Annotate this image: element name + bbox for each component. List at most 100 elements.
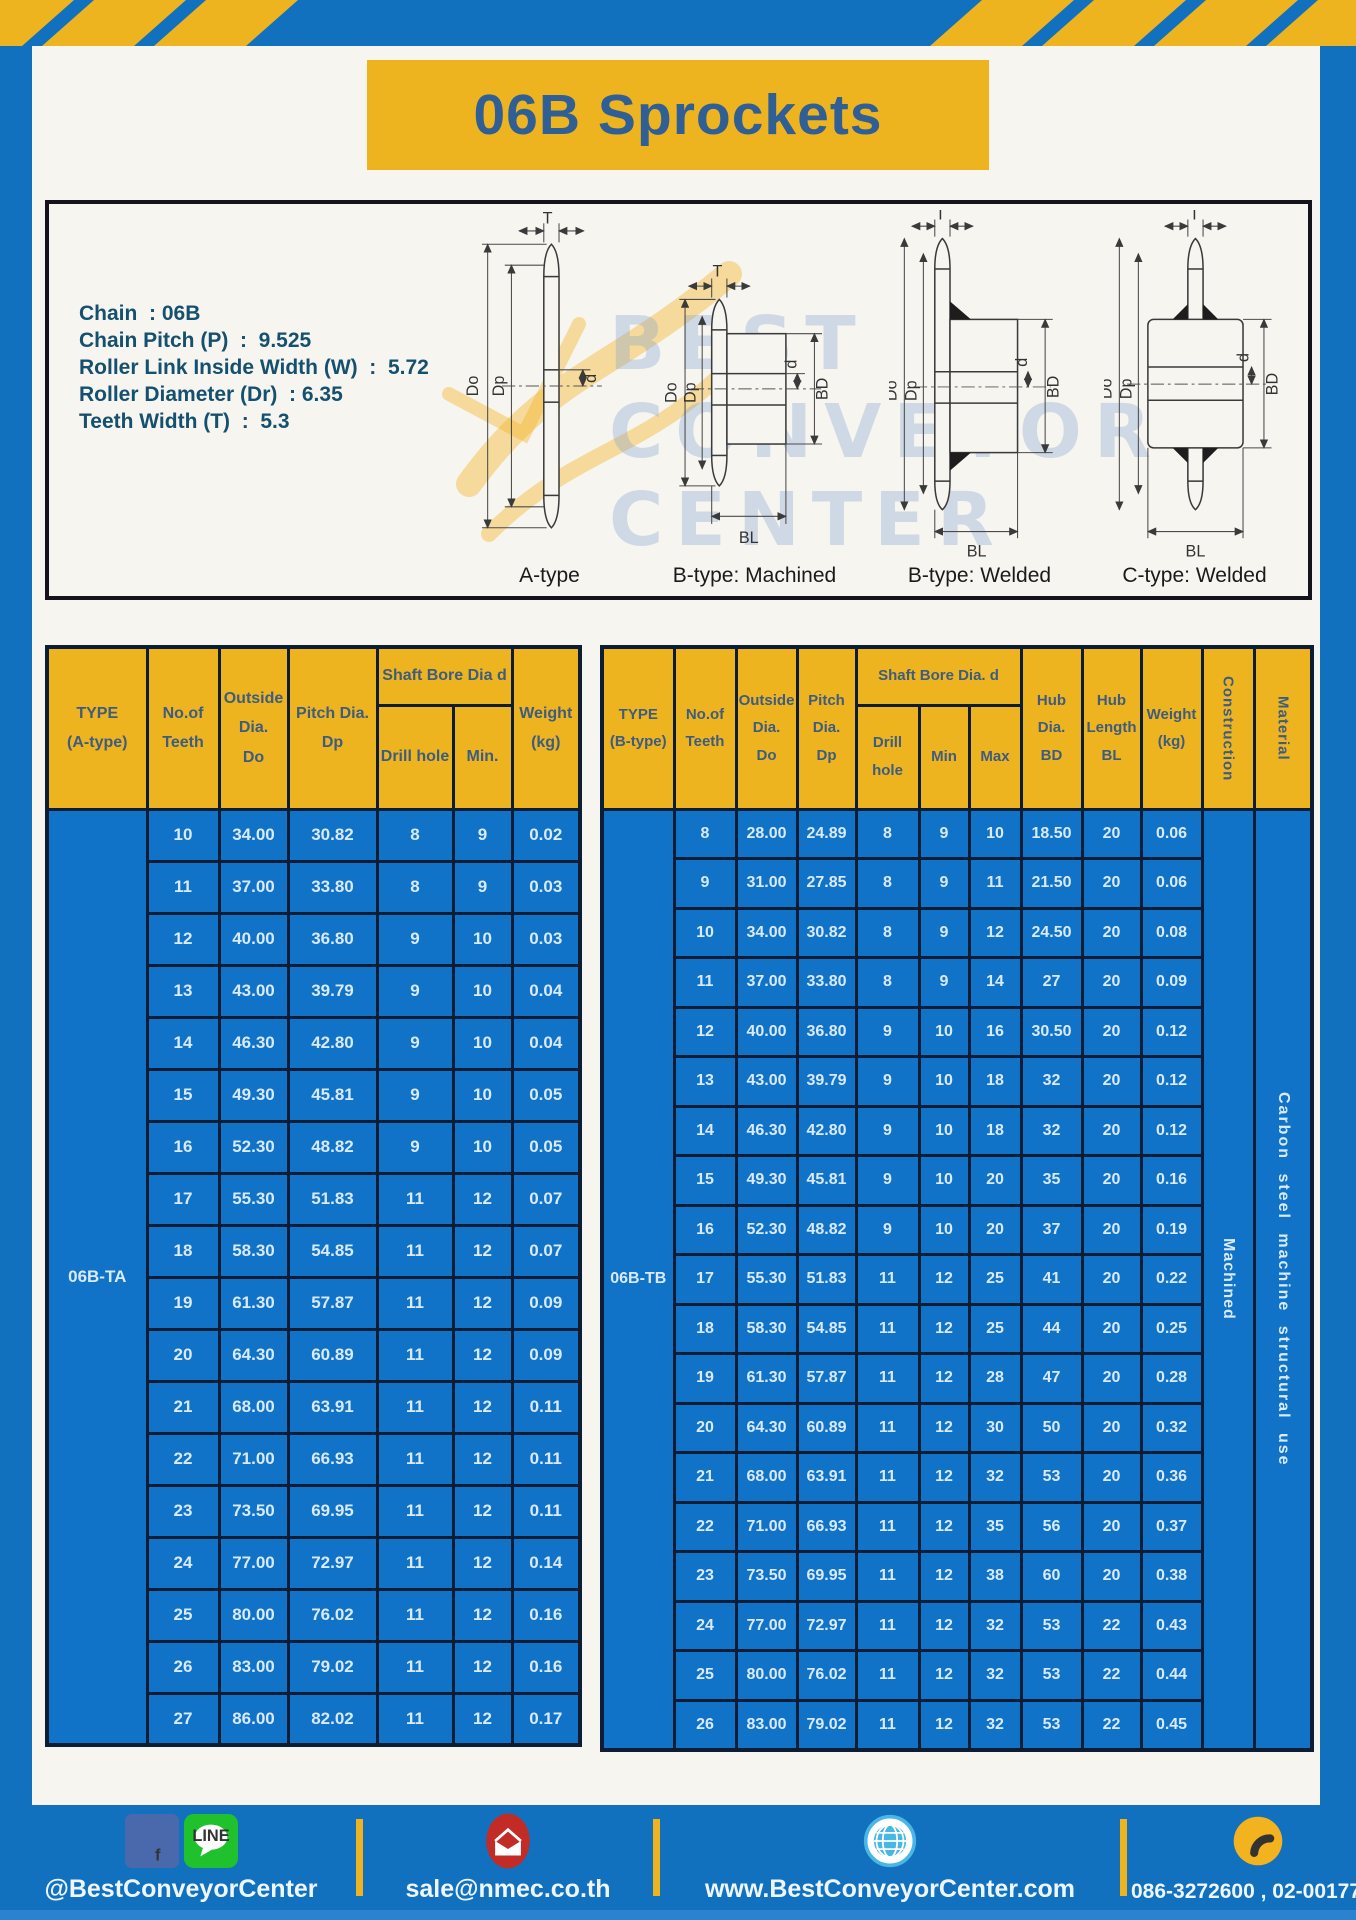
data-cell: 0.16	[1139, 1154, 1204, 1207]
globe-icon	[863, 1814, 917, 1873]
data-cell: 12	[451, 1275, 514, 1331]
col-header-weight: Weight (kg)	[1139, 645, 1204, 811]
data-cell: 27.85	[795, 857, 858, 910]
email-icon	[483, 1812, 533, 1875]
social-handle: @BestConveyorCenter	[44, 1875, 318, 1903]
data-cell: 20	[967, 1203, 1023, 1256]
data-cell: 23	[672, 1550, 738, 1603]
data-cell: 11	[375, 1379, 455, 1435]
data-cell: 12	[917, 1500, 971, 1553]
data-cell: 8	[672, 807, 738, 860]
spec-line: Chain Pitch (P) : 9.525	[79, 329, 312, 352]
data-cell: 24	[672, 1599, 738, 1652]
data-cell: 12	[451, 1379, 514, 1435]
data-cell: 61.30	[217, 1275, 290, 1331]
data-cell: 36.80	[795, 1005, 858, 1058]
data-cell: 0.06	[1139, 857, 1204, 910]
svg-text:Dp: Dp	[682, 382, 700, 403]
data-cell: 17	[672, 1253, 738, 1306]
svg-text:Do: Do	[664, 382, 680, 403]
data-cell: 10	[451, 963, 514, 1019]
data-cell: 10	[917, 1154, 971, 1207]
data-cell: 12	[145, 911, 221, 967]
data-cell: 53	[1019, 1599, 1084, 1652]
data-cell: 46.30	[217, 1015, 290, 1071]
col-header-weight: Weight (kg)	[510, 645, 582, 811]
data-cell: 19	[145, 1275, 221, 1331]
data-cell: 47	[1019, 1352, 1084, 1405]
col-header-pitch-dia: Pitch Dia. Dp	[795, 645, 858, 811]
data-cell: 35	[1019, 1154, 1084, 1207]
data-cell: 76.02	[795, 1649, 858, 1702]
data-cell: 11	[854, 1550, 921, 1603]
data-cell: 18	[672, 1302, 738, 1355]
svg-text:BL: BL	[967, 542, 987, 560]
col-header-hub-dia: Hub Dia. BD	[1019, 645, 1084, 811]
data-cell: 8	[854, 807, 921, 860]
diagram-b-type-machined: T Do Dp d BD BL B-typ	[664, 210, 845, 592]
footer-website-section: www.BestConveyorCenter.com	[660, 1813, 1120, 1906]
data-cell: 0.08	[1139, 906, 1204, 959]
data-cell: 0.12	[1139, 1055, 1204, 1108]
table-row: 22 71.00 66.93 11 12 0.11	[47, 1431, 582, 1487]
data-cell: 68.00	[734, 1451, 799, 1504]
data-cell: 16	[145, 1119, 221, 1175]
table-row: 15 49.30 45.81 9 10 20 35 20 0.16	[602, 1154, 1312, 1207]
facebook-icon: f	[124, 1813, 179, 1873]
data-cell: 60.89	[286, 1327, 379, 1383]
data-cell: 42.80	[795, 1104, 858, 1157]
data-cell: 22	[1080, 1649, 1143, 1702]
table-row: 19 61.30 57.87 11 12 28 47 20 0.28	[602, 1352, 1312, 1405]
data-cell: 27	[145, 1691, 221, 1747]
data-cell: 56	[1019, 1500, 1084, 1553]
data-cell: 53	[1019, 1649, 1084, 1702]
col-header-construction: Construction	[1200, 645, 1256, 811]
data-cell: 41	[1019, 1253, 1084, 1306]
data-cell: 32	[1019, 1104, 1084, 1157]
data-cell: 30.82	[286, 807, 379, 863]
data-cell: 11	[854, 1253, 921, 1306]
data-cell: 76.02	[286, 1587, 379, 1643]
data-cell: 10	[917, 1104, 971, 1157]
footer-phone-section: 086-3272600 , 02-0017766	[1127, 1813, 1356, 1906]
data-cell: 12	[451, 1535, 514, 1591]
data-cell: 53	[1019, 1698, 1084, 1751]
data-cell: 43.00	[734, 1055, 799, 1108]
table-row: 12 40.00 36.80 9 10 16 30.50 20 0.12	[602, 1005, 1312, 1058]
data-cell: 11	[672, 956, 738, 1009]
data-cell: Machined	[1200, 807, 1256, 1751]
chain-specs: Chain : 06B Chain Pitch (P) : 9.525 Roller…	[79, 300, 429, 435]
data-cell: 25	[967, 1253, 1023, 1306]
data-cell: 14	[672, 1104, 738, 1157]
data-cell: 83.00	[217, 1639, 290, 1695]
svg-text:d: d	[1235, 353, 1253, 362]
data-cell: 40.00	[217, 911, 290, 967]
data-cell: 0.11	[510, 1431, 582, 1487]
data-cell: 9	[917, 956, 971, 1009]
top-stripe-banner	[0, 0, 1356, 46]
data-cell: 0.06	[1139, 807, 1204, 860]
data-cell: 0.11	[510, 1483, 582, 1539]
data-cell: 10	[451, 911, 514, 967]
data-cell: 18	[967, 1104, 1023, 1157]
data-cell: 27	[1019, 956, 1084, 1009]
diagram-caption: B-type: Welded	[907, 564, 1052, 587]
data-cell: 37	[1019, 1203, 1084, 1256]
table-b-type: TYPE (B-type) No.of Teeth Outside Dia. Do Pi…	[600, 645, 1315, 1752]
data-cell: 11	[145, 859, 221, 915]
data-cell: 43.00	[217, 963, 290, 1019]
data-cell: 20	[1080, 807, 1143, 860]
phone-numbers: 086-3272600 , 02-0017766	[1131, 1880, 1356, 1903]
title-banner: 06B Sprockets	[367, 60, 989, 170]
diagram-caption: B-type: Machined	[672, 564, 837, 587]
data-cell: 9	[917, 906, 971, 959]
data-cell: 77.00	[734, 1599, 799, 1652]
data-cell: 20	[672, 1401, 738, 1454]
data-cell: 71.00	[734, 1500, 799, 1553]
data-cell: 22	[672, 1500, 738, 1553]
data-cell: 79.02	[286, 1639, 379, 1695]
line-icon: LINE	[183, 1813, 238, 1873]
data-cell: 52.30	[734, 1203, 799, 1256]
table-row: 21 68.00 63.91 11 12 32 53 20 0.36	[602, 1451, 1312, 1504]
data-cell: Carbon steel machine structural use	[1252, 807, 1314, 1751]
